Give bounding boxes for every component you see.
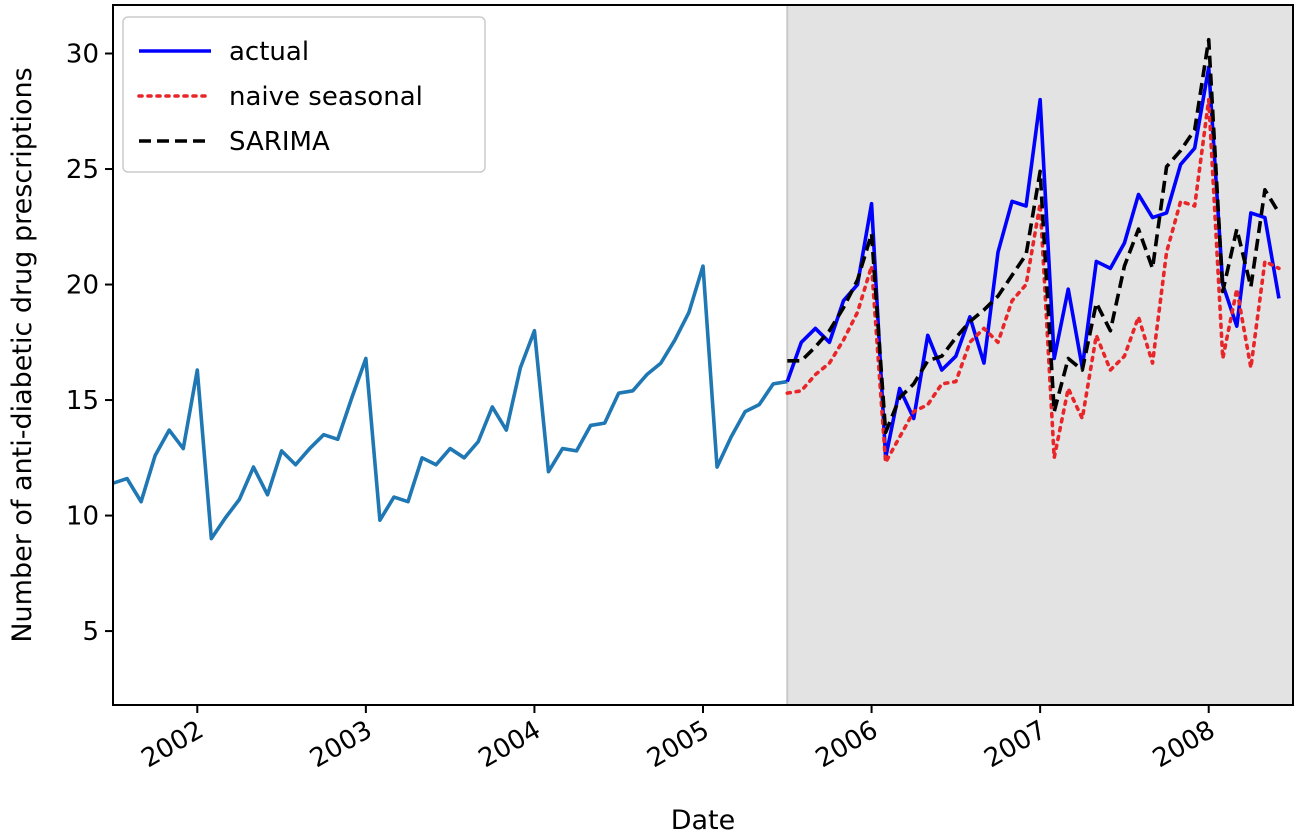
y-axis-label: Number of anti-diabetic drug prescriptio… <box>7 67 38 642</box>
x-tick-label: 2003 <box>305 715 377 774</box>
y-tick-label: 25 <box>66 155 99 185</box>
series-line-naive-seasonal <box>785 97 1281 465</box>
series-layer <box>113 37 1281 541</box>
x-tick-label: 2006 <box>811 715 883 774</box>
y-tick-label: 30 <box>66 40 99 70</box>
x-tick-label: 2002 <box>136 715 208 774</box>
y-axis: 5 10 15 20 25 30 <box>66 40 113 647</box>
y-tick-label: 20 <box>66 271 99 301</box>
legend-label-sarima: SARIMA <box>229 127 330 157</box>
x-axis: 2002 2003 2004 2005 2006 2007 2008 <box>136 705 1220 774</box>
x-tick-label: 2004 <box>474 715 546 774</box>
legend-label-naive-seasonal: naive seasonal <box>229 82 423 112</box>
x-tick-label: 2008 <box>1148 715 1220 774</box>
y-tick-label: 10 <box>66 502 99 532</box>
y-tick-label: 15 <box>66 386 99 416</box>
x-axis-label: Date <box>671 805 736 836</box>
x-tick-label: 2005 <box>642 715 714 774</box>
legend: actual naive seasonal SARIMA <box>122 16 486 173</box>
legend-box <box>122 16 486 173</box>
legend-label-actual: actual <box>229 37 309 67</box>
y-tick-label: 5 <box>82 617 99 647</box>
series-line-actual <box>785 65 1281 460</box>
x-tick-label: 2007 <box>979 715 1051 774</box>
series-line-sarima <box>787 37 1281 435</box>
series-line-history <box>113 264 788 541</box>
